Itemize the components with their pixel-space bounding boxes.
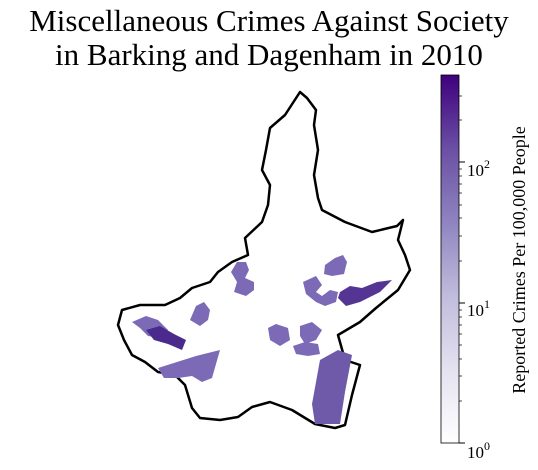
ward-region	[158, 350, 220, 382]
ward-region	[300, 322, 322, 344]
borough-boundary	[116, 90, 412, 430]
ward-region	[293, 342, 320, 356]
colorbar-tick-label: 102	[467, 157, 490, 180]
colorbar-gradient	[440, 74, 460, 444]
ward-region	[231, 262, 254, 296]
ward-region	[338, 280, 392, 306]
title-line-1: Miscellaneous Crimes Against Society	[29, 3, 509, 38]
ward-region	[303, 276, 338, 306]
title-line-2: in Barking and Dagenham in 2010	[55, 37, 483, 72]
colorbar-tick-label: 100	[467, 439, 490, 462]
map-title: Miscellaneous Crimes Against Society in …	[0, 4, 538, 72]
colorbar: 100 101 102 Reported Crimes Per 100,000 …	[440, 74, 529, 462]
ward-region	[268, 324, 290, 346]
ward-region	[190, 302, 210, 326]
ward-regions	[132, 255, 392, 424]
colorbar-label: Reported Crimes Per 100,000 People	[509, 126, 529, 393]
ward-region	[312, 350, 352, 424]
colorbar-tick-label: 101	[467, 297, 490, 320]
ward-region	[324, 255, 347, 276]
ward-region	[146, 326, 186, 350]
